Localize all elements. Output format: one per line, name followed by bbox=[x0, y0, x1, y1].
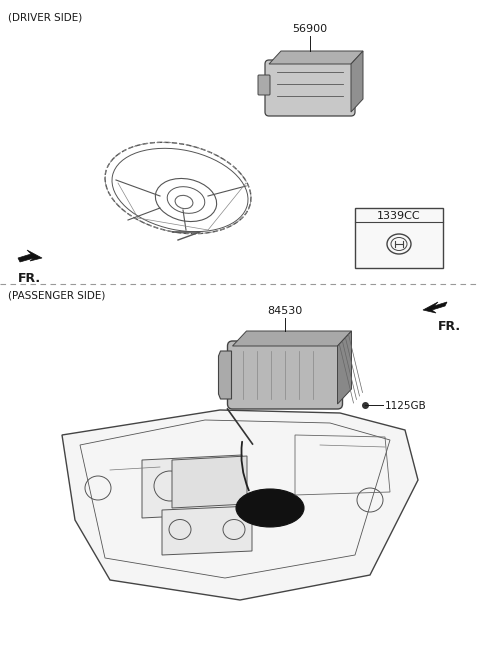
Text: 84530: 84530 bbox=[267, 306, 302, 316]
Polygon shape bbox=[423, 302, 447, 313]
Text: (DRIVER SIDE): (DRIVER SIDE) bbox=[8, 12, 82, 22]
Polygon shape bbox=[351, 51, 363, 112]
Polygon shape bbox=[62, 410, 418, 600]
Text: 56900: 56900 bbox=[292, 24, 327, 34]
Polygon shape bbox=[269, 51, 363, 64]
Text: (PASSENGER SIDE): (PASSENGER SIDE) bbox=[8, 291, 106, 301]
Polygon shape bbox=[337, 331, 351, 404]
Ellipse shape bbox=[236, 489, 304, 527]
Text: 1339CC: 1339CC bbox=[377, 211, 421, 221]
Polygon shape bbox=[162, 506, 252, 555]
Text: FR.: FR. bbox=[18, 272, 41, 285]
Polygon shape bbox=[18, 250, 42, 262]
Bar bbox=[355, 208, 443, 268]
Text: FR.: FR. bbox=[438, 320, 461, 333]
FancyBboxPatch shape bbox=[258, 75, 270, 95]
Polygon shape bbox=[218, 351, 231, 399]
Polygon shape bbox=[232, 331, 351, 346]
FancyBboxPatch shape bbox=[228, 341, 343, 409]
Polygon shape bbox=[142, 455, 242, 518]
Polygon shape bbox=[172, 456, 247, 508]
FancyBboxPatch shape bbox=[265, 60, 355, 116]
Text: 1125GB: 1125GB bbox=[385, 401, 427, 411]
FancyArrowPatch shape bbox=[241, 442, 249, 491]
